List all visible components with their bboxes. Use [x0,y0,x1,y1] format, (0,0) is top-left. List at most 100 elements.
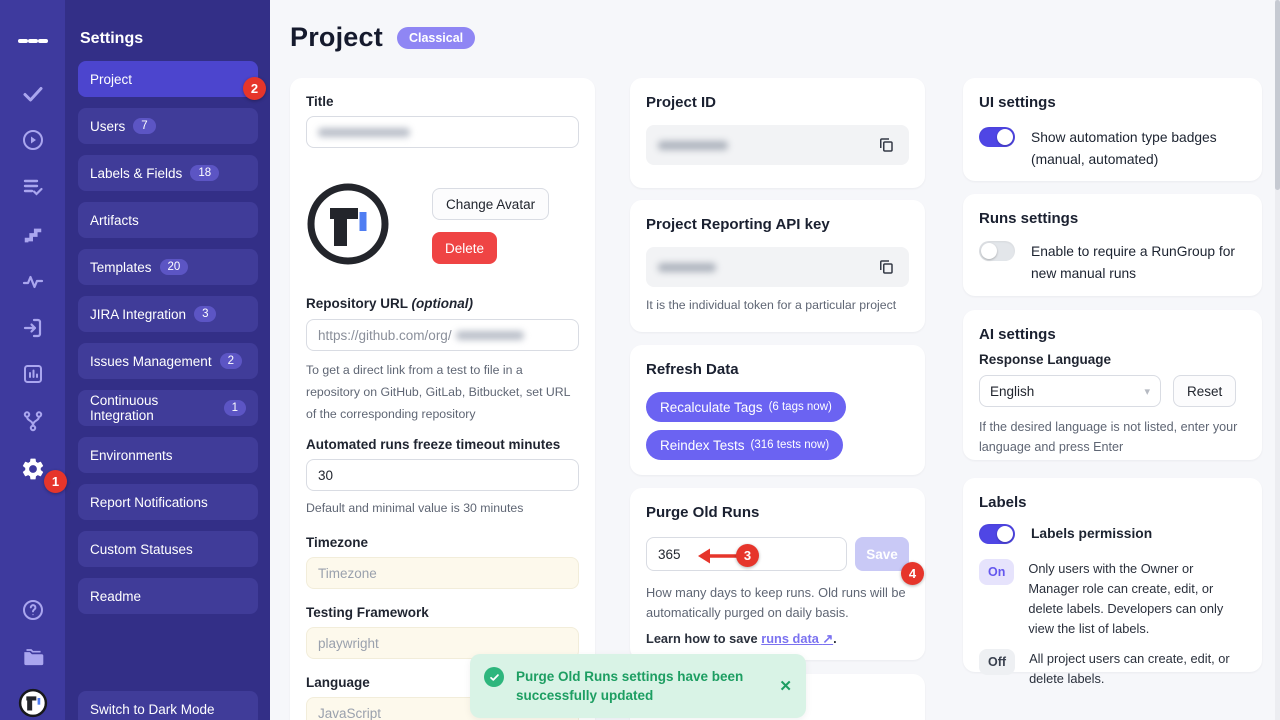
repository-url-input[interactable]: https://github.com/org/ [306,319,579,351]
purge-title: Purge Old Runs [646,504,760,521]
reindex-tests-button[interactable]: Reindex Tests (316 tests now) [646,430,844,460]
app-logo-icon[interactable] [18,688,48,718]
purge-learn-line: Learn how to save runs data ↗. [646,631,837,646]
off-state-text: All project users can create, edit, or d… [1029,651,1230,686]
toast-message: Purge Old Runs settings have been succes… [516,669,744,703]
project-id-card: Project ID [630,78,925,188]
refresh-data-title: Refresh Data [646,361,739,378]
save-button[interactable]: Save [855,537,909,571]
sidebar-item-project[interactable]: Project [78,61,258,97]
runs-data-link[interactable]: runs data ↗ [761,631,834,646]
sidebar-item-custom-statuses[interactable]: Custom Statuses [78,531,258,567]
count-badge: 2 [219,353,242,369]
project-avatar [307,183,389,265]
sidebar-item-artifacts[interactable]: Artifacts [78,202,258,238]
labels-permission-label: Labels permission [1031,526,1153,541]
freeze-timeout-label: Automated runs freeze timeout minutes [306,437,561,452]
copy-icon[interactable] [875,256,897,278]
sidebar-item-continuous-integration[interactable]: Continuous Integration 1 [78,390,258,426]
response-language-select[interactable]: English ▾ [979,375,1161,407]
api-key-help: It is the individual token for a particu… [646,298,897,312]
ui-settings-card: UI settings Show automation type badges … [963,78,1262,181]
chevron-down-icon: ▾ [1144,385,1150,398]
count-badge: 1 [223,400,246,416]
redacted-value [318,127,410,137]
copy-icon[interactable] [875,134,897,156]
git-branch-icon[interactable] [18,406,48,436]
refresh-data-card: Refresh Data Recalculate Tags (6 tags now… [630,345,925,475]
count-badge: 18 [190,165,220,181]
page-scrollbar[interactable] [1275,0,1280,720]
analytics-chart-icon[interactable] [18,359,48,389]
freeze-timeout-input[interactable] [306,459,579,491]
delete-avatar-button[interactable]: Delete [432,232,498,264]
dark-mode-toggle-button[interactable]: Switch to Dark Mode [78,691,258,720]
help-icon[interactable] [18,595,48,625]
project-type-badge: Classical [396,26,476,49]
sidebar-item-report-notifications[interactable]: Report Notifications [78,484,258,520]
projects-folders-icon[interactable] [18,642,48,672]
project-id-label: Project ID [646,94,717,111]
runs-play-icon[interactable] [18,125,48,155]
on-state-text: Only users with the Owner or Manager rol… [1028,561,1224,636]
repository-url-label: Repository URL (optional) [306,296,474,311]
annotation-step-4: 4 [901,562,924,585]
toast-notification: Purge Old Runs settings have been succes… [470,654,806,718]
external-link-icon: ↗ [822,631,834,646]
labels-card: Labels Labels permission On Only users w… [963,478,1262,686]
test-plans-icon[interactable] [18,172,48,202]
page-header: Project Classical [290,22,476,53]
language-label: Language [306,675,370,690]
sidebar-item-labels-fields[interactable]: Labels & Fields 18 [78,155,258,191]
change-avatar-button[interactable]: Change Avatar [432,188,550,220]
steps-icon[interactable] [18,220,48,250]
timezone-label: Timezone [306,535,369,550]
testing-framework-input[interactable] [306,627,579,659]
labels-permission-toggle[interactable] [979,524,1015,544]
count-badge: 3 [194,306,217,322]
avatar-section: Change Avatar Delete [306,182,579,266]
redacted-value [658,262,716,272]
menu-icon[interactable] [17,26,48,56]
activity-pulse-icon[interactable] [18,267,48,297]
api-key-field [646,247,909,287]
sidebar-item-templates[interactable]: Templates 20 [78,249,258,285]
ai-settings-card: AI settings Response Language English ▾ … [963,310,1262,460]
ai-settings-help: If the desired language is not listed, e… [979,420,1238,454]
on-state-badge: On [979,559,1015,585]
freeze-timeout-help: Default and minimal value is 30 minutes [306,501,524,515]
title-input[interactable] [306,116,579,148]
icon-rail [0,0,65,720]
ui-settings-title: UI settings [979,94,1056,111]
sidebar-item-users[interactable]: Users 7 [78,108,258,144]
page-title: Project [290,22,383,52]
success-check-icon [484,667,504,687]
automation-badges-toggle[interactable] [979,127,1015,147]
project-id-field [646,125,909,165]
annotation-arrow [698,548,740,564]
redacted-value [455,330,524,340]
ai-settings-title: AI settings [979,326,1056,343]
sidebar-item-jira-integration[interactable]: JIRA Integration 3 [78,296,258,332]
import-icon[interactable] [18,313,48,343]
rungroup-required-toggle[interactable] [979,241,1015,261]
off-state-badge: Off [979,649,1016,675]
labels-title: Labels [979,494,1027,511]
timezone-input[interactable] [306,557,579,589]
purge-old-runs-card: Purge Old Runs Save How many days to kee… [630,488,925,660]
count-badge: 7 [133,118,156,134]
sidebar-item-readme[interactable]: Readme [78,578,258,614]
recalculate-tags-button[interactable]: Recalculate Tags (6 tags now) [646,392,846,422]
sidebar-item-environments[interactable]: Environments [78,437,258,473]
tests-check-icon[interactable] [18,79,48,109]
sidebar-item-issues-management[interactable]: Issues Management 2 [78,343,258,379]
settings-sidebar: Settings Project Users 7 Labels & Fields 1… [65,0,270,720]
settings-gear-icon[interactable] [18,454,48,484]
annotation-step-2: 2 [243,77,266,100]
reset-button[interactable]: Reset [1173,375,1237,407]
settings-title: Settings [80,30,144,47]
api-key-label: Project Reporting API key [646,216,830,233]
repository-url-help: To get a direct link from a test to file… [306,363,571,421]
general-settings-card: Title Change Avatar Delete Repository UR… [290,78,595,720]
close-icon[interactable]: ✕ [779,667,792,705]
